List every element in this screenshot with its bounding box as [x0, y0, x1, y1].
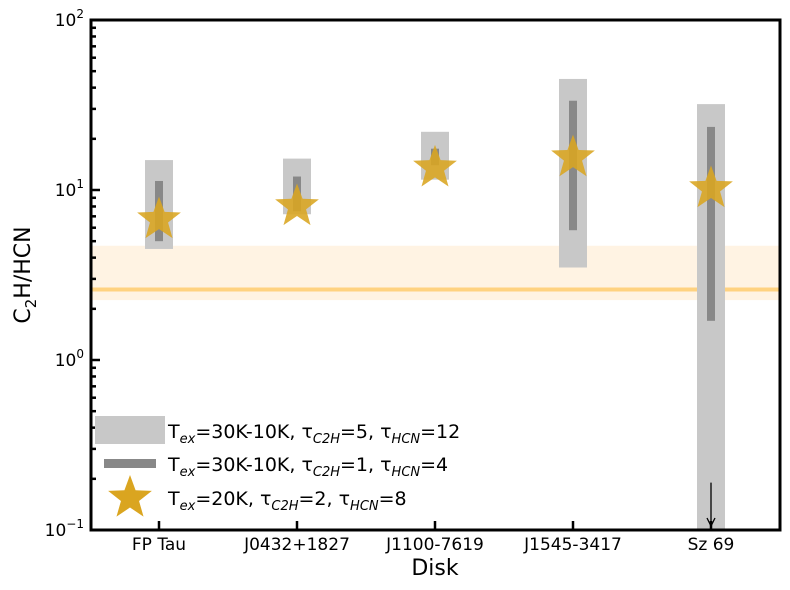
legend-swatch-narrow: [104, 459, 156, 468]
reference-band: [91, 245, 780, 301]
legend-swatch-star: [108, 475, 152, 517]
axes-layer: 10−1 100 101 102 FP Tau J0432+1827 J1100-7619 J…: [45, 7, 735, 555]
star-point-2: [413, 144, 457, 187]
x-tick-label-4: Sz 69: [688, 535, 735, 555]
legend-label-star: Tex=20K, τC2H=2, τHCN=8: [167, 488, 407, 514]
legend-label-wide: Tex=30K-10K, τC2H=5, τHCN=12: [167, 421, 460, 447]
x-tick-label-2: J1100-7619: [385, 535, 484, 555]
star-point-4: [689, 165, 733, 208]
marks-layer: [137, 78, 733, 530]
y-tick-label-2: 101: [55, 177, 84, 201]
x-tick-label-0: FP Tau: [132, 535, 186, 555]
star-point-1: [275, 183, 319, 226]
star-point-3: [551, 134, 595, 177]
x-tick-label-1: J0432+1827: [243, 535, 350, 555]
legend-label-narrow: Tex=30K-10K, τC2H=1, τHCN=4: [167, 454, 448, 480]
bands-layer: [91, 245, 780, 301]
y-tick-label-1: 100: [55, 347, 84, 371]
x-tick-label-3: J1545-3417: [523, 535, 622, 555]
y-axis-label: C2H/HCN: [11, 226, 40, 323]
star-point-0: [137, 196, 181, 239]
y-tick-label-3: 102: [55, 7, 84, 31]
y-tick-label-0: 10−1: [45, 517, 84, 541]
legend-swatch-wide: [95, 416, 165, 444]
narrow-bar-4: [707, 126, 715, 321]
y-axis-label-subscript: 2: [22, 299, 40, 309]
x-axis-label: Disk: [411, 556, 459, 581]
legend: Tex=30K-10K, τC2H=5, τHCN=12 Tex=30K-10K…: [95, 416, 460, 517]
